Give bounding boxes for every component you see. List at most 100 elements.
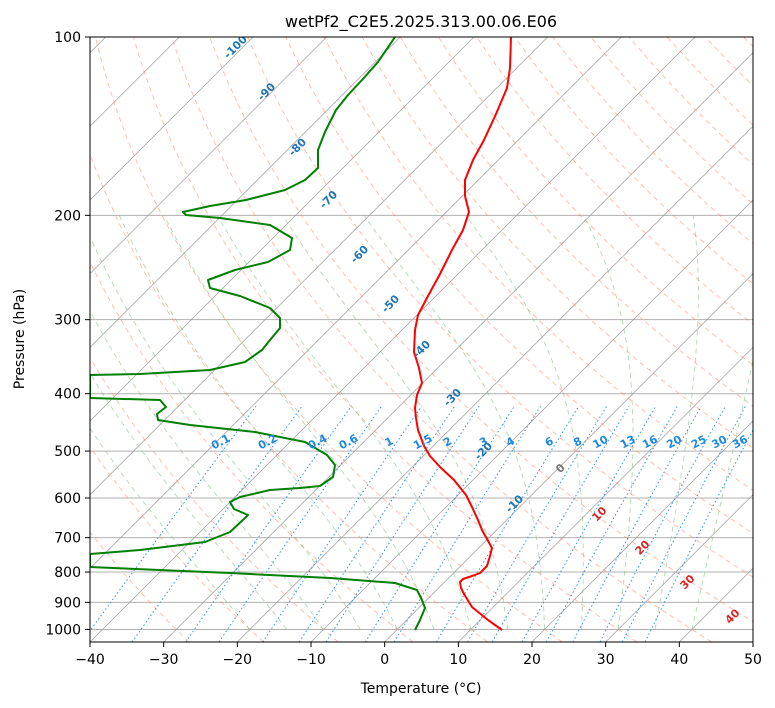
plot-frame: [89, 36, 754, 643]
plot-area: 0.1 0.2 0.4 0.6 1 1.5 2 3 4 6 8 10 13 16 20 25 30 36-100-…: [90, 37, 753, 642]
mixing-ratio-label: 20: [664, 433, 684, 452]
x-tick-label: 50: [744, 652, 762, 668]
isopleth-label-gray: 0: [553, 461, 568, 476]
mixing-ratio-label: 16: [640, 433, 660, 452]
mixing-ratio-label: 2: [441, 434, 454, 449]
y-axis-label: Pressure (hPa): [12, 289, 28, 389]
isotherm-line: [90, 37, 401, 348]
y-axis-ticks: 100 200 300 400 500 600 700 800 900 1000: [45, 30, 90, 638]
y-tick-label: 900: [54, 595, 81, 611]
isotherm-line: [310, 199, 753, 642]
mixing-ratio-line: [467, 405, 608, 642]
dry-adiabat-line: [399, 37, 753, 407]
chart-title: wetPf2_C2E5.2025.313.00.06.E06: [285, 12, 557, 32]
isotherm-lines: [90, 37, 753, 642]
moist-adiabat-line: [217, 215, 472, 630]
mixing-ratio-line: [545, 405, 678, 642]
isopleth-label-red: 30: [678, 572, 698, 592]
mixing-ratio-line: [262, 405, 422, 642]
isotherm-line: [163, 52, 753, 642]
pressure-gridlines: [90, 37, 753, 630]
y-tick-label: 100: [54, 30, 81, 46]
isotherm-line: [90, 37, 327, 275]
mixing-ratio-label: 0.4: [306, 432, 330, 453]
mixing-ratio-label: 13: [618, 433, 638, 452]
y-tick-label: 700: [54, 531, 81, 547]
isopleth-label-blue: -40: [410, 338, 433, 361]
isopleth-label-blue: -50: [379, 292, 402, 315]
moist-adiabat-line: [654, 215, 699, 630]
moist-adiabat-lines: [90, 215, 753, 630]
mixing-ratio-line: [491, 405, 630, 642]
x-axis-label: Temperature (°C): [360, 681, 482, 697]
dry-adiabat-line: [90, 261, 414, 642]
mixing-ratio-label: 36: [730, 433, 750, 452]
dry-adiabat-line: [514, 37, 753, 285]
x-tick-label: 10: [449, 652, 467, 668]
isotherm-line: [90, 37, 696, 642]
dry-adiabat-lines: [90, 37, 753, 642]
isotherm-line: [90, 37, 254, 201]
moist-adiabat-line: [363, 215, 546, 630]
isotherm-line: [752, 641, 753, 642]
mixing-ratio-lines: [90, 405, 753, 642]
mixing-ratio-line: [218, 405, 382, 642]
isopleth-label-red: 20: [633, 538, 653, 558]
moist-adiabat-line: [90, 235, 361, 630]
y-tick-label: 400: [54, 387, 81, 403]
isopleth-label-blue: -60: [348, 242, 371, 265]
isopleth-label-blue: -20: [472, 439, 495, 462]
x-tick-label: −30: [149, 652, 179, 668]
y-tick-label: 200: [54, 208, 81, 224]
isotherm-line: [531, 420, 753, 642]
x-tick-label: −20: [223, 652, 253, 668]
x-tick-label: 0: [380, 652, 389, 668]
x-tick-label: −10: [296, 652, 326, 668]
dry-adiabat-line: [743, 37, 753, 48]
moist-adiabat-line: [465, 215, 584, 630]
mixing-ratio-line: [521, 405, 657, 642]
isotherm-line: [605, 494, 753, 642]
y-tick-label: 600: [54, 491, 81, 507]
y-tick-label: 300: [54, 313, 81, 329]
mixing-ratio-line: [621, 405, 746, 642]
dry-adiabat-line: [171, 37, 712, 642]
dewpoint-profile-line: [90, 37, 426, 631]
moist-adiabat-line: [90, 309, 324, 630]
temperature-profile-line: [413, 37, 512, 631]
x-tick-label: 20: [523, 652, 541, 668]
isotherm-line: [90, 37, 622, 569]
isopleth-label-blue: -30: [441, 386, 464, 409]
moist-adiabat-line: [282, 215, 509, 630]
mixing-ratio-label: 8: [571, 434, 584, 449]
dry-adiabat-line: [90, 531, 190, 642]
dry-adiabat-line: [90, 446, 264, 642]
y-tick-label: 1000: [45, 622, 81, 638]
moist-adiabat-line: [118, 215, 398, 630]
y-tick-label: 800: [54, 565, 81, 581]
x-tick-label: 40: [670, 652, 688, 668]
mixing-ratio-line: [185, 405, 352, 642]
mixing-ratio-label: 1: [383, 434, 396, 449]
mixing-ratio-label: 6: [543, 434, 556, 449]
isotherm-line: [90, 37, 475, 422]
dry-adiabat-line: [590, 37, 753, 205]
dry-adiabat-line: [361, 37, 753, 449]
isotherm-line: [458, 346, 753, 642]
x-tick-label: 30: [597, 652, 615, 668]
isotherm-line: [384, 273, 753, 642]
mixing-ratio-line: [131, 405, 303, 642]
mixing-ratio-line: [298, 405, 456, 642]
moist-adiabat-line: [691, 358, 753, 630]
isopleth-label-blue: -90: [255, 80, 278, 103]
x-tick-label: −40: [75, 652, 105, 668]
mixing-ratio-label: 25: [689, 433, 709, 452]
dry-adiabat-line: [132, 37, 638, 642]
dry-adiabat-line: [704, 37, 753, 87]
y-tick-label: 500: [54, 444, 81, 460]
dry-adiabat-line: [94, 37, 563, 642]
isotherm-line: [237, 125, 753, 642]
x-axis-ticks: −40 −30 −20 −10 0 10 20 30 40 50: [75, 642, 762, 668]
dry-adiabat-line: [552, 37, 753, 245]
